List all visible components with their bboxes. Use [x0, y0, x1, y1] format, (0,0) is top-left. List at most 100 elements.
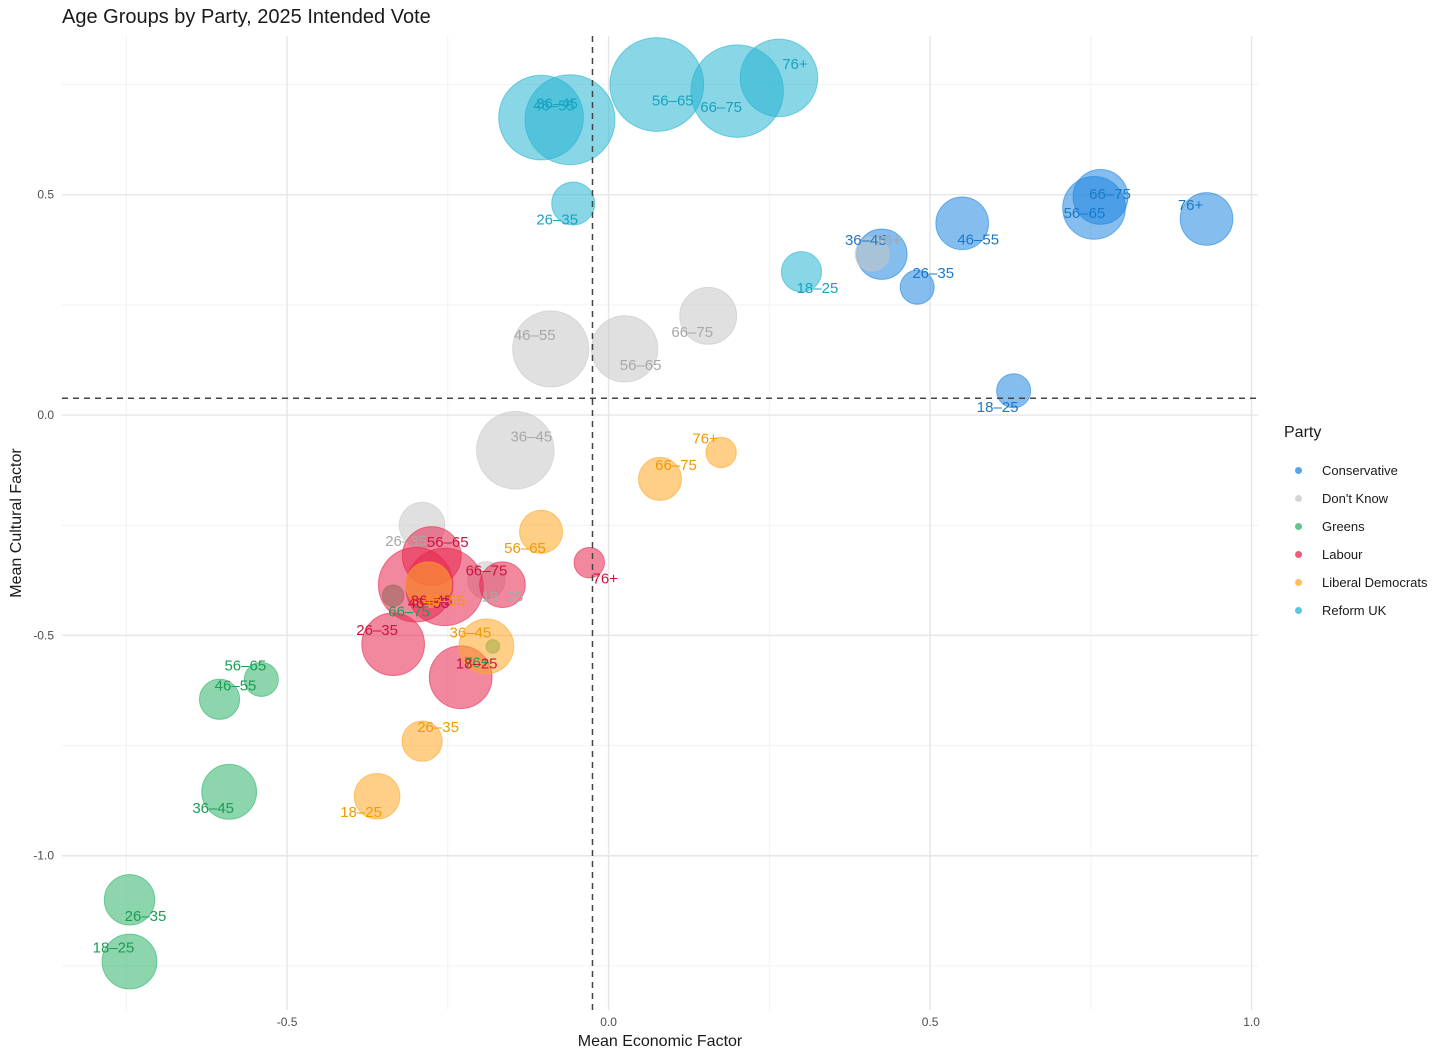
point-label: 46–55: [424, 593, 466, 610]
x-axis-title: Mean Economic Factor: [578, 1033, 743, 1050]
legend-swatch: [1295, 578, 1302, 586]
bubble: [198, 678, 241, 720]
bubble: [458, 618, 515, 675]
bubble: [101, 933, 158, 990]
bubble: [512, 310, 590, 388]
point-label: 76+: [593, 571, 619, 588]
y-tick-label: -0.5: [33, 628, 54, 642]
point-label: 46–55: [408, 595, 450, 612]
point-label: 46–55: [215, 677, 257, 694]
point-label: 46–55: [533, 98, 575, 115]
bubble: [679, 286, 738, 345]
x-tick-label: 0.5: [922, 1015, 939, 1029]
point-label: 76+: [464, 654, 490, 671]
legend-label: Liberal Democrats: [1322, 574, 1428, 590]
legend-item: Reform UK: [1284, 596, 1428, 624]
legend-item: Liberal Democrats: [1284, 568, 1428, 596]
point-label: 36–45: [411, 593, 453, 610]
bubble: [637, 456, 683, 501]
bubble: [479, 561, 526, 609]
legend-label: Conservative: [1322, 462, 1398, 478]
bubble: [590, 315, 659, 383]
legend-swatch: [1295, 494, 1302, 502]
point-label: 76+: [782, 56, 808, 73]
point-label: 66–75: [655, 457, 697, 474]
point-label: 18–25: [456, 655, 498, 672]
point-label: 56–65: [1064, 205, 1106, 222]
point-label: 46–55: [957, 231, 999, 248]
bubble: [405, 561, 452, 609]
point-label: 36–45: [192, 800, 234, 817]
point-label: 76+: [692, 430, 718, 447]
point-label: 36–45: [450, 624, 492, 641]
point-label: 66–75: [466, 563, 508, 580]
bubble: [519, 509, 564, 554]
legend-title: Party: [1284, 424, 1322, 441]
bubble: [524, 74, 616, 166]
bubble: [705, 436, 737, 469]
point-label: 26–35: [385, 533, 427, 550]
point-label: 66–75: [700, 99, 742, 116]
bubble: [476, 411, 555, 490]
y-tick-label: 0.5: [37, 188, 54, 202]
point-label: 26–35: [912, 265, 954, 282]
bubble: [573, 546, 605, 579]
bubble: [899, 269, 935, 305]
legend-label: Greens: [1322, 518, 1365, 534]
point-label: 46–55: [514, 327, 556, 344]
legend-item: Don't Know: [1284, 484, 1428, 512]
legend-swatch: [1295, 466, 1302, 474]
legend-item: Conservative: [1284, 456, 1428, 484]
point-label: 66–75: [671, 324, 713, 341]
bubble: [401, 720, 443, 762]
point-label: 66–75: [388, 604, 430, 621]
point-label: 18–25: [93, 940, 135, 957]
point-label: 56–65: [427, 534, 469, 551]
y-tick-label: 0.0: [37, 408, 54, 422]
legend-label: Labour: [1322, 546, 1363, 562]
bubble: [353, 772, 401, 820]
bubble: [551, 181, 596, 226]
point-label: 36–45: [536, 96, 578, 113]
point-label: 26–35: [536, 211, 578, 228]
bubble: [780, 251, 823, 293]
point-label: 56–65: [652, 92, 694, 109]
legend-swatch: [1295, 522, 1302, 530]
x-tick-label: 0.0: [600, 1015, 617, 1029]
bubble: [996, 373, 1032, 409]
point-label: 26–35: [356, 622, 398, 639]
y-tick-label: -1.0: [33, 849, 54, 863]
bubble: [1062, 176, 1126, 240]
point-label: 56–65: [620, 357, 662, 374]
bubble: [935, 196, 990, 251]
legend-item: Greens: [1284, 512, 1428, 540]
point-label: 36–45: [845, 232, 887, 249]
legend-swatch: [1295, 550, 1302, 558]
point-label: 66–75: [1089, 186, 1131, 203]
x-tick-label: 1.0: [1243, 1015, 1260, 1029]
y-axis-title: Mean Cultural Factor: [8, 448, 25, 598]
legend-label: Reform UK: [1322, 602, 1387, 618]
bubble: [854, 236, 890, 272]
legend-swatch: [1295, 606, 1302, 614]
chart-title: Age Groups by Party, 2025 Intended Vote: [62, 6, 431, 28]
point-label: 56–65: [504, 540, 546, 557]
point-label: 26–35: [125, 908, 167, 925]
point-label: 18–25: [340, 804, 382, 821]
bubble: [609, 37, 705, 132]
bubble: [201, 763, 258, 820]
legend-label: Don't Know: [1322, 490, 1389, 506]
point-label: 76+: [1178, 197, 1204, 214]
bubble: [1179, 192, 1234, 246]
x-tick-label: -0.5: [277, 1015, 298, 1029]
point-label: 18–25: [977, 399, 1019, 416]
bubble: [739, 38, 819, 118]
point-label: 56–65: [224, 657, 266, 674]
bubble: [103, 874, 156, 926]
point-label: 18–25: [482, 588, 524, 605]
point-label: 18–25: [797, 280, 839, 297]
bubble: [243, 661, 279, 697]
legend-items: Conservative Don't Know Greens Labour Libera…: [1284, 456, 1428, 624]
point-label: 76+: [875, 232, 901, 249]
